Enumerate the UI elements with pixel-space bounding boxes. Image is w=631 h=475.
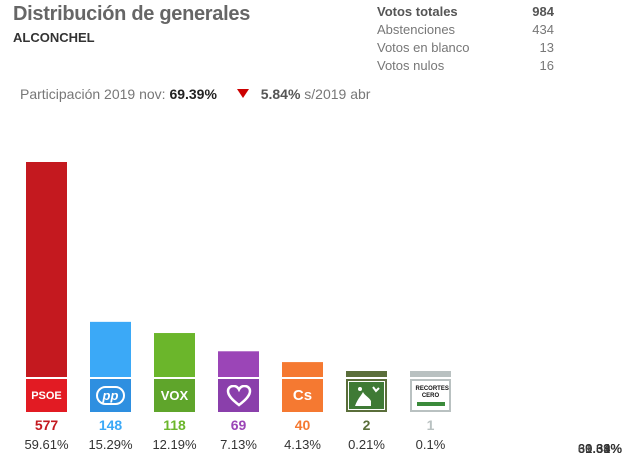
down-triangle-icon: [236, 89, 249, 98]
summary-label: Votos en blanco: [377, 40, 470, 55]
summary-row: Votos totales 984 69.39%: [377, 3, 622, 456]
municipality-name: ALCONCHEL: [13, 30, 95, 45]
bar-value-label: 148: [98, 417, 123, 433]
pacma-icon: [346, 379, 387, 412]
bar-percent-label: 12.19%: [152, 437, 197, 452]
bar-vox: [154, 333, 195, 377]
summary-value: 16: [539, 58, 554, 73]
summary-row: Votos en blanco 13 1.34%: [377, 39, 622, 456]
party-logo: Cs: [282, 379, 323, 412]
bar-percent-label: 15.29%: [88, 437, 133, 452]
green-strip-icon: [416, 401, 445, 406]
summary-value: 434: [532, 22, 554, 37]
bar-pacma: [346, 371, 387, 377]
bar-value-label: 1: [426, 417, 435, 433]
bar-recortes-cero: [410, 371, 451, 377]
summary-percent: 30.61%: [577, 441, 622, 456]
bar-value-label: 2: [362, 417, 371, 433]
party-logo: VOX: [154, 379, 195, 412]
bar-percent-label: 7.13%: [220, 437, 257, 452]
bar-value-label: 69: [230, 417, 247, 433]
bar-value-label: 40: [294, 417, 311, 433]
bar-percent-label: 59.61%: [24, 437, 69, 452]
summary-row: Abstenciones 434 30.61%: [377, 21, 622, 456]
vote-summary-table: Votos totales 984 69.39% Abstenciones 43…: [377, 3, 622, 456]
participation-line: Participación 2019 nov: 69.39% 5.84% s/2…: [20, 86, 370, 102]
summary-percent: 69.39%: [577, 441, 622, 456]
participation-change: 5.84%: [260, 86, 301, 102]
heart-icon: [218, 379, 259, 412]
recortes-cero-logo: RECORTES CERO: [410, 379, 451, 412]
recortes-cero-text: RECORTES CERO: [415, 385, 449, 399]
summary-label: Votos nulos: [377, 58, 445, 73]
summary-percent: 1.63%: [585, 441, 622, 456]
bar-pp: [90, 321, 131, 377]
pp-logo-text: pp: [95, 386, 126, 405]
summary-value: 13: [539, 40, 554, 55]
summary-percent: 1.34%: [585, 441, 622, 456]
party-logo: pp: [90, 379, 131, 412]
bar-cs: [282, 362, 323, 377]
page-title: Distribución de generales: [13, 3, 251, 25]
summary-label: Votos totales: [377, 4, 458, 19]
bar-value-label: 577: [34, 417, 59, 433]
bar-percent-label: 0.21%: [348, 437, 385, 452]
bar-percent-label: 4.13%: [284, 437, 321, 452]
summary-label: Abstenciones: [377, 22, 456, 37]
bar-value-label: 118: [163, 417, 186, 433]
participation-value: 69.39%: [169, 86, 217, 102]
bar-psoe: [26, 162, 67, 377]
summary-value: 984: [532, 4, 554, 19]
bar-percent-label: 0.1%: [415, 437, 446, 452]
bar-unidas-podemos: [218, 351, 259, 377]
summary-row: Votos nulos 16 1.63%: [377, 57, 622, 456]
participation-comparison: s/2019 abr: [304, 86, 371, 102]
participation-label: Participación 2019 nov:: [20, 86, 166, 102]
party-logo: PSOE: [26, 379, 67, 412]
